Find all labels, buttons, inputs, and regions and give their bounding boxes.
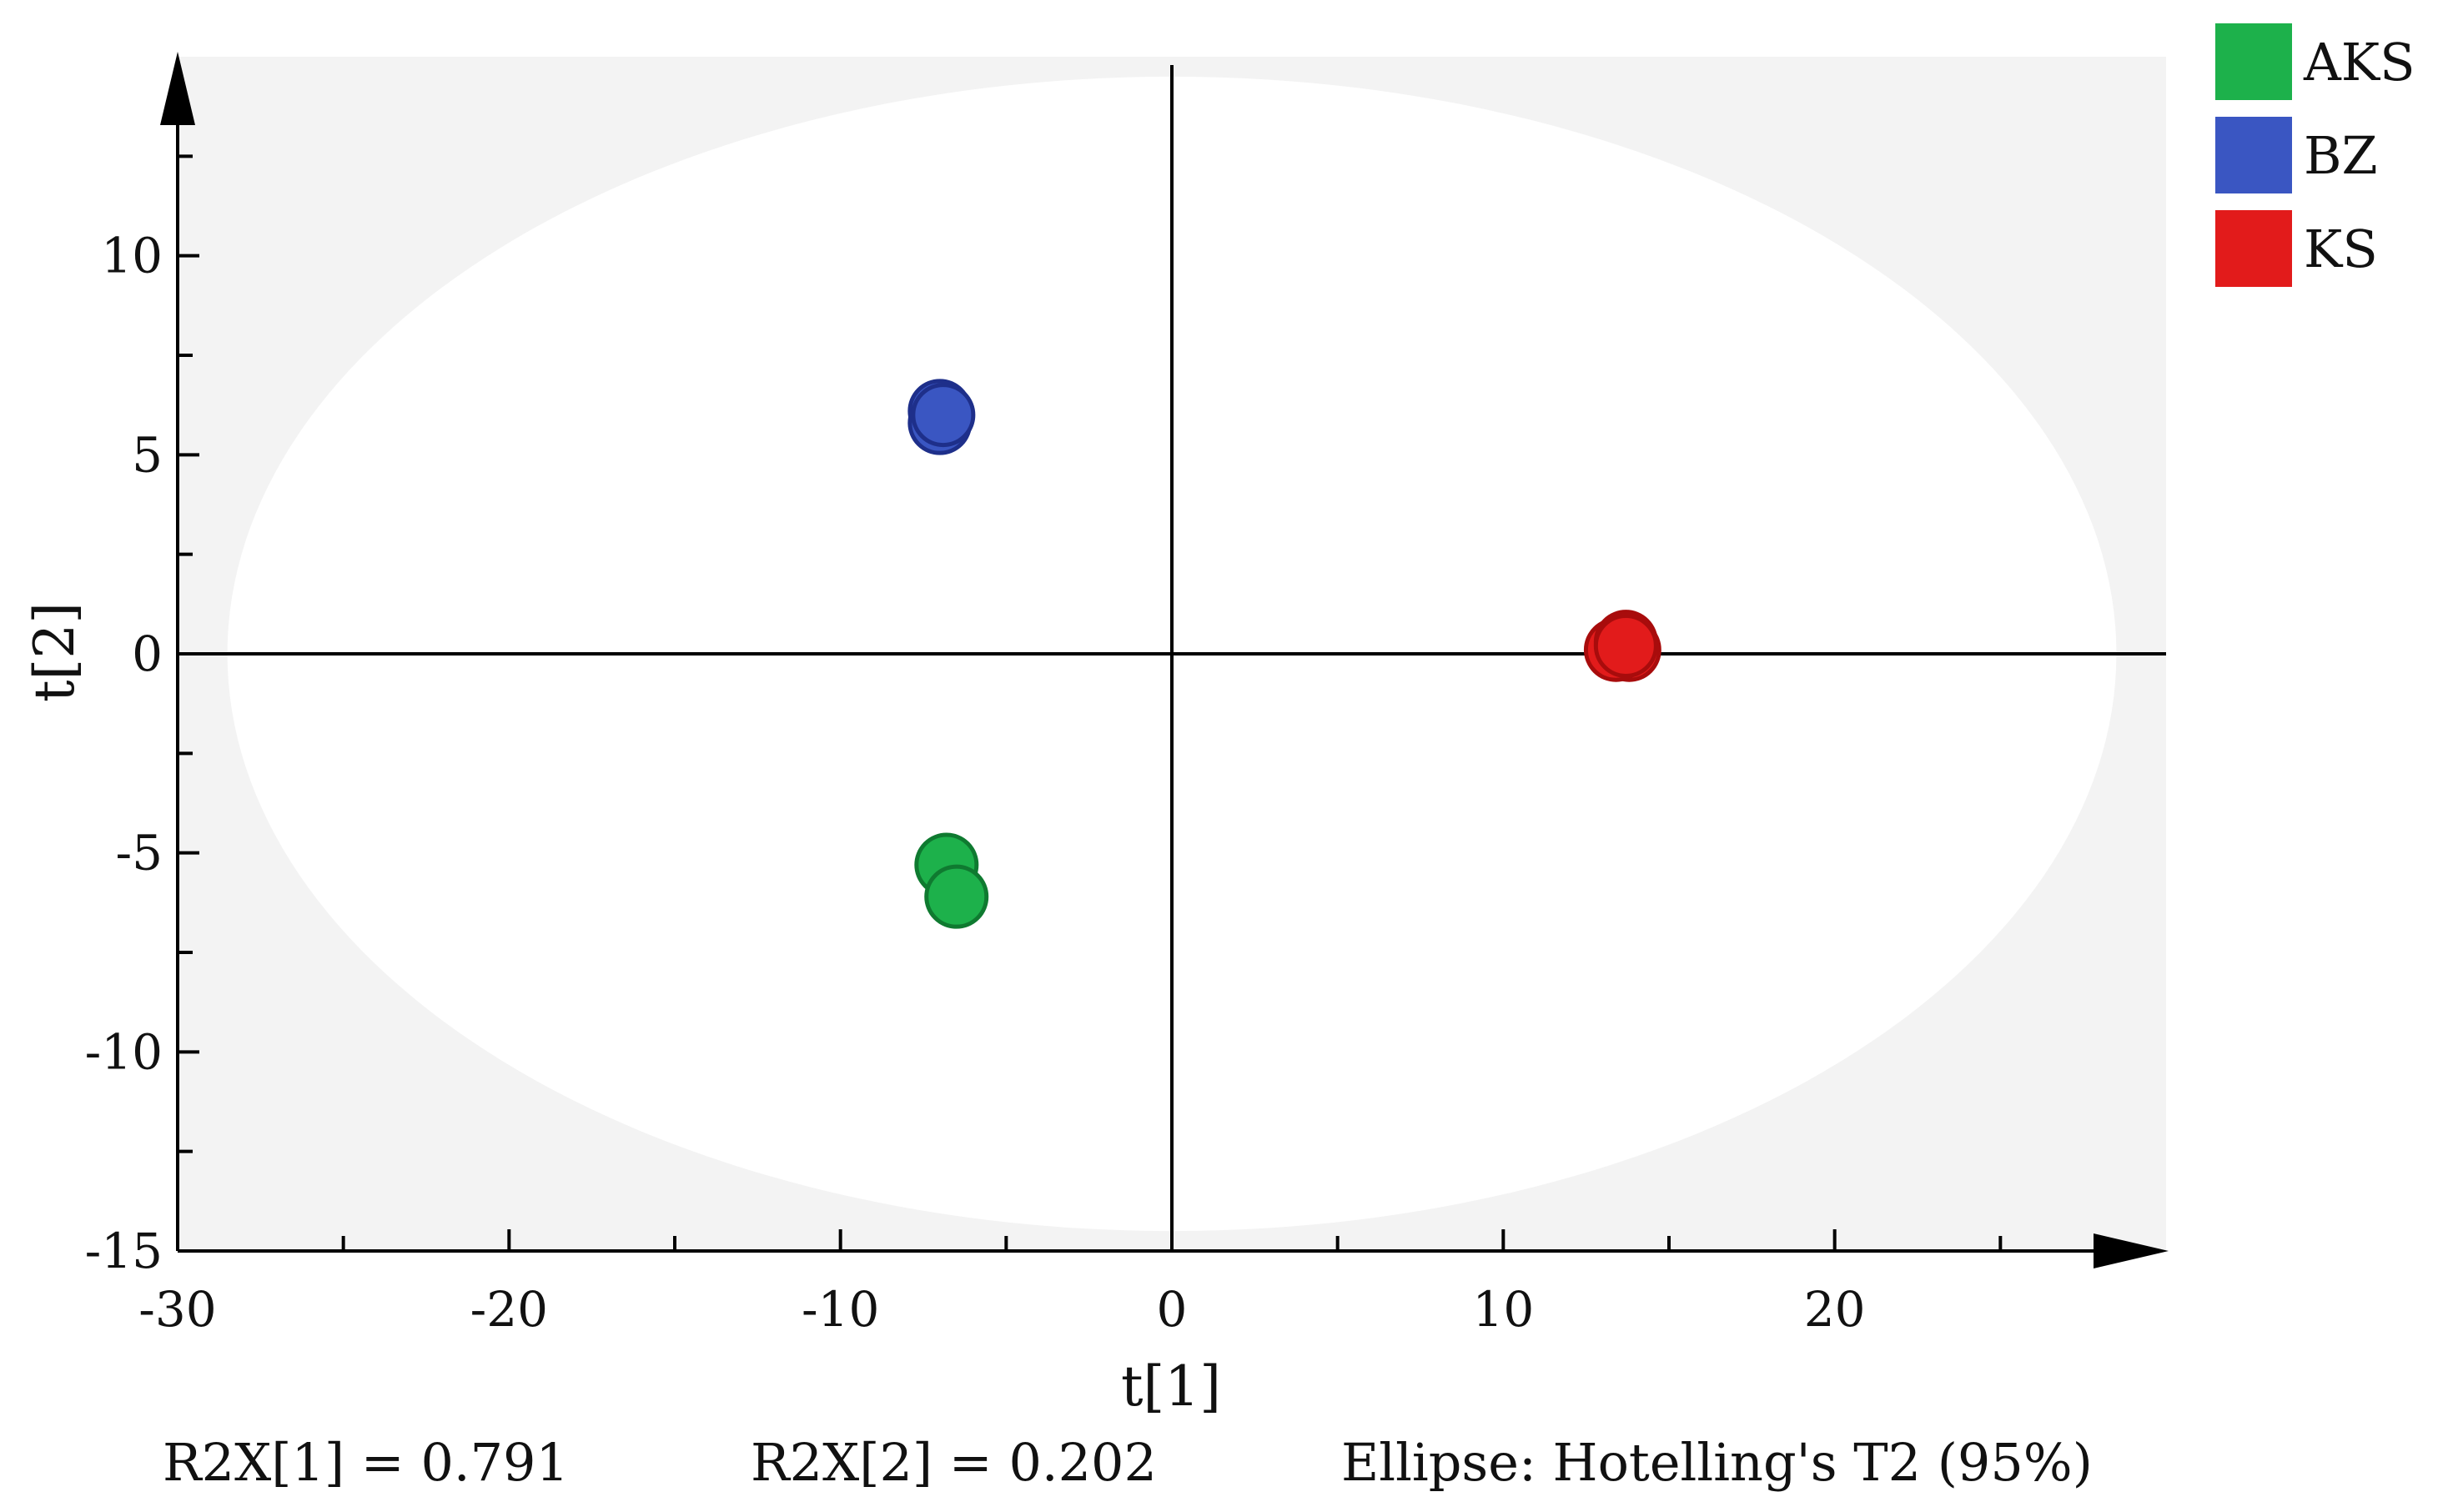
x-tick-label: 0 — [1157, 1281, 1188, 1338]
legend-swatch-ks — [2215, 210, 2292, 287]
ellipse-note-label: Ellipse: Hotelling's T2 (95%) — [1341, 1432, 2093, 1493]
y-tick-label: 0 — [132, 625, 163, 682]
r2x2-label: R2X[2] = 0.202 — [751, 1432, 1157, 1493]
legend-label-bz: BZ — [2304, 125, 2378, 186]
x-tick-label: -10 — [802, 1281, 879, 1338]
x-tick-label: -30 — [138, 1281, 216, 1338]
x-tick-label: 20 — [1804, 1281, 1866, 1338]
legend-label-aks: AKS — [2303, 32, 2415, 93]
legend: AKS BZ KS — [2215, 23, 2415, 287]
y-tick-label: 5 — [132, 426, 163, 483]
r2x1-label: R2X[1] = 0.791 — [163, 1432, 569, 1493]
x-tick-label: -20 — [470, 1281, 548, 1338]
data-point-aks — [924, 864, 989, 929]
data-point-bz — [911, 383, 976, 448]
y-axis-arrow — [160, 52, 195, 125]
y-tick-label: -10 — [85, 1023, 163, 1080]
y-tick-label: -15 — [85, 1223, 163, 1279]
y-tick-label: 10 — [101, 228, 163, 284]
tick-labels: -30 -20 -10 0 10 20 -15 -10 -5 0 5 10 — [85, 228, 1866, 1338]
legend-label-ks: KS — [2304, 219, 2378, 279]
axes — [160, 52, 2169, 1268]
legend-swatch-bz — [2215, 117, 2292, 193]
x-axis-arrow — [2094, 1233, 2169, 1268]
data-points — [907, 379, 1661, 929]
data-point-ks — [1593, 613, 1658, 678]
y-tick-label: -5 — [116, 825, 163, 882]
legend-swatch-aks — [2215, 23, 2292, 100]
x-axis-label: t[1] — [1121, 1354, 1221, 1419]
y-axis-label: t[2] — [23, 602, 87, 702]
x-tick-label: 10 — [1472, 1281, 1534, 1338]
